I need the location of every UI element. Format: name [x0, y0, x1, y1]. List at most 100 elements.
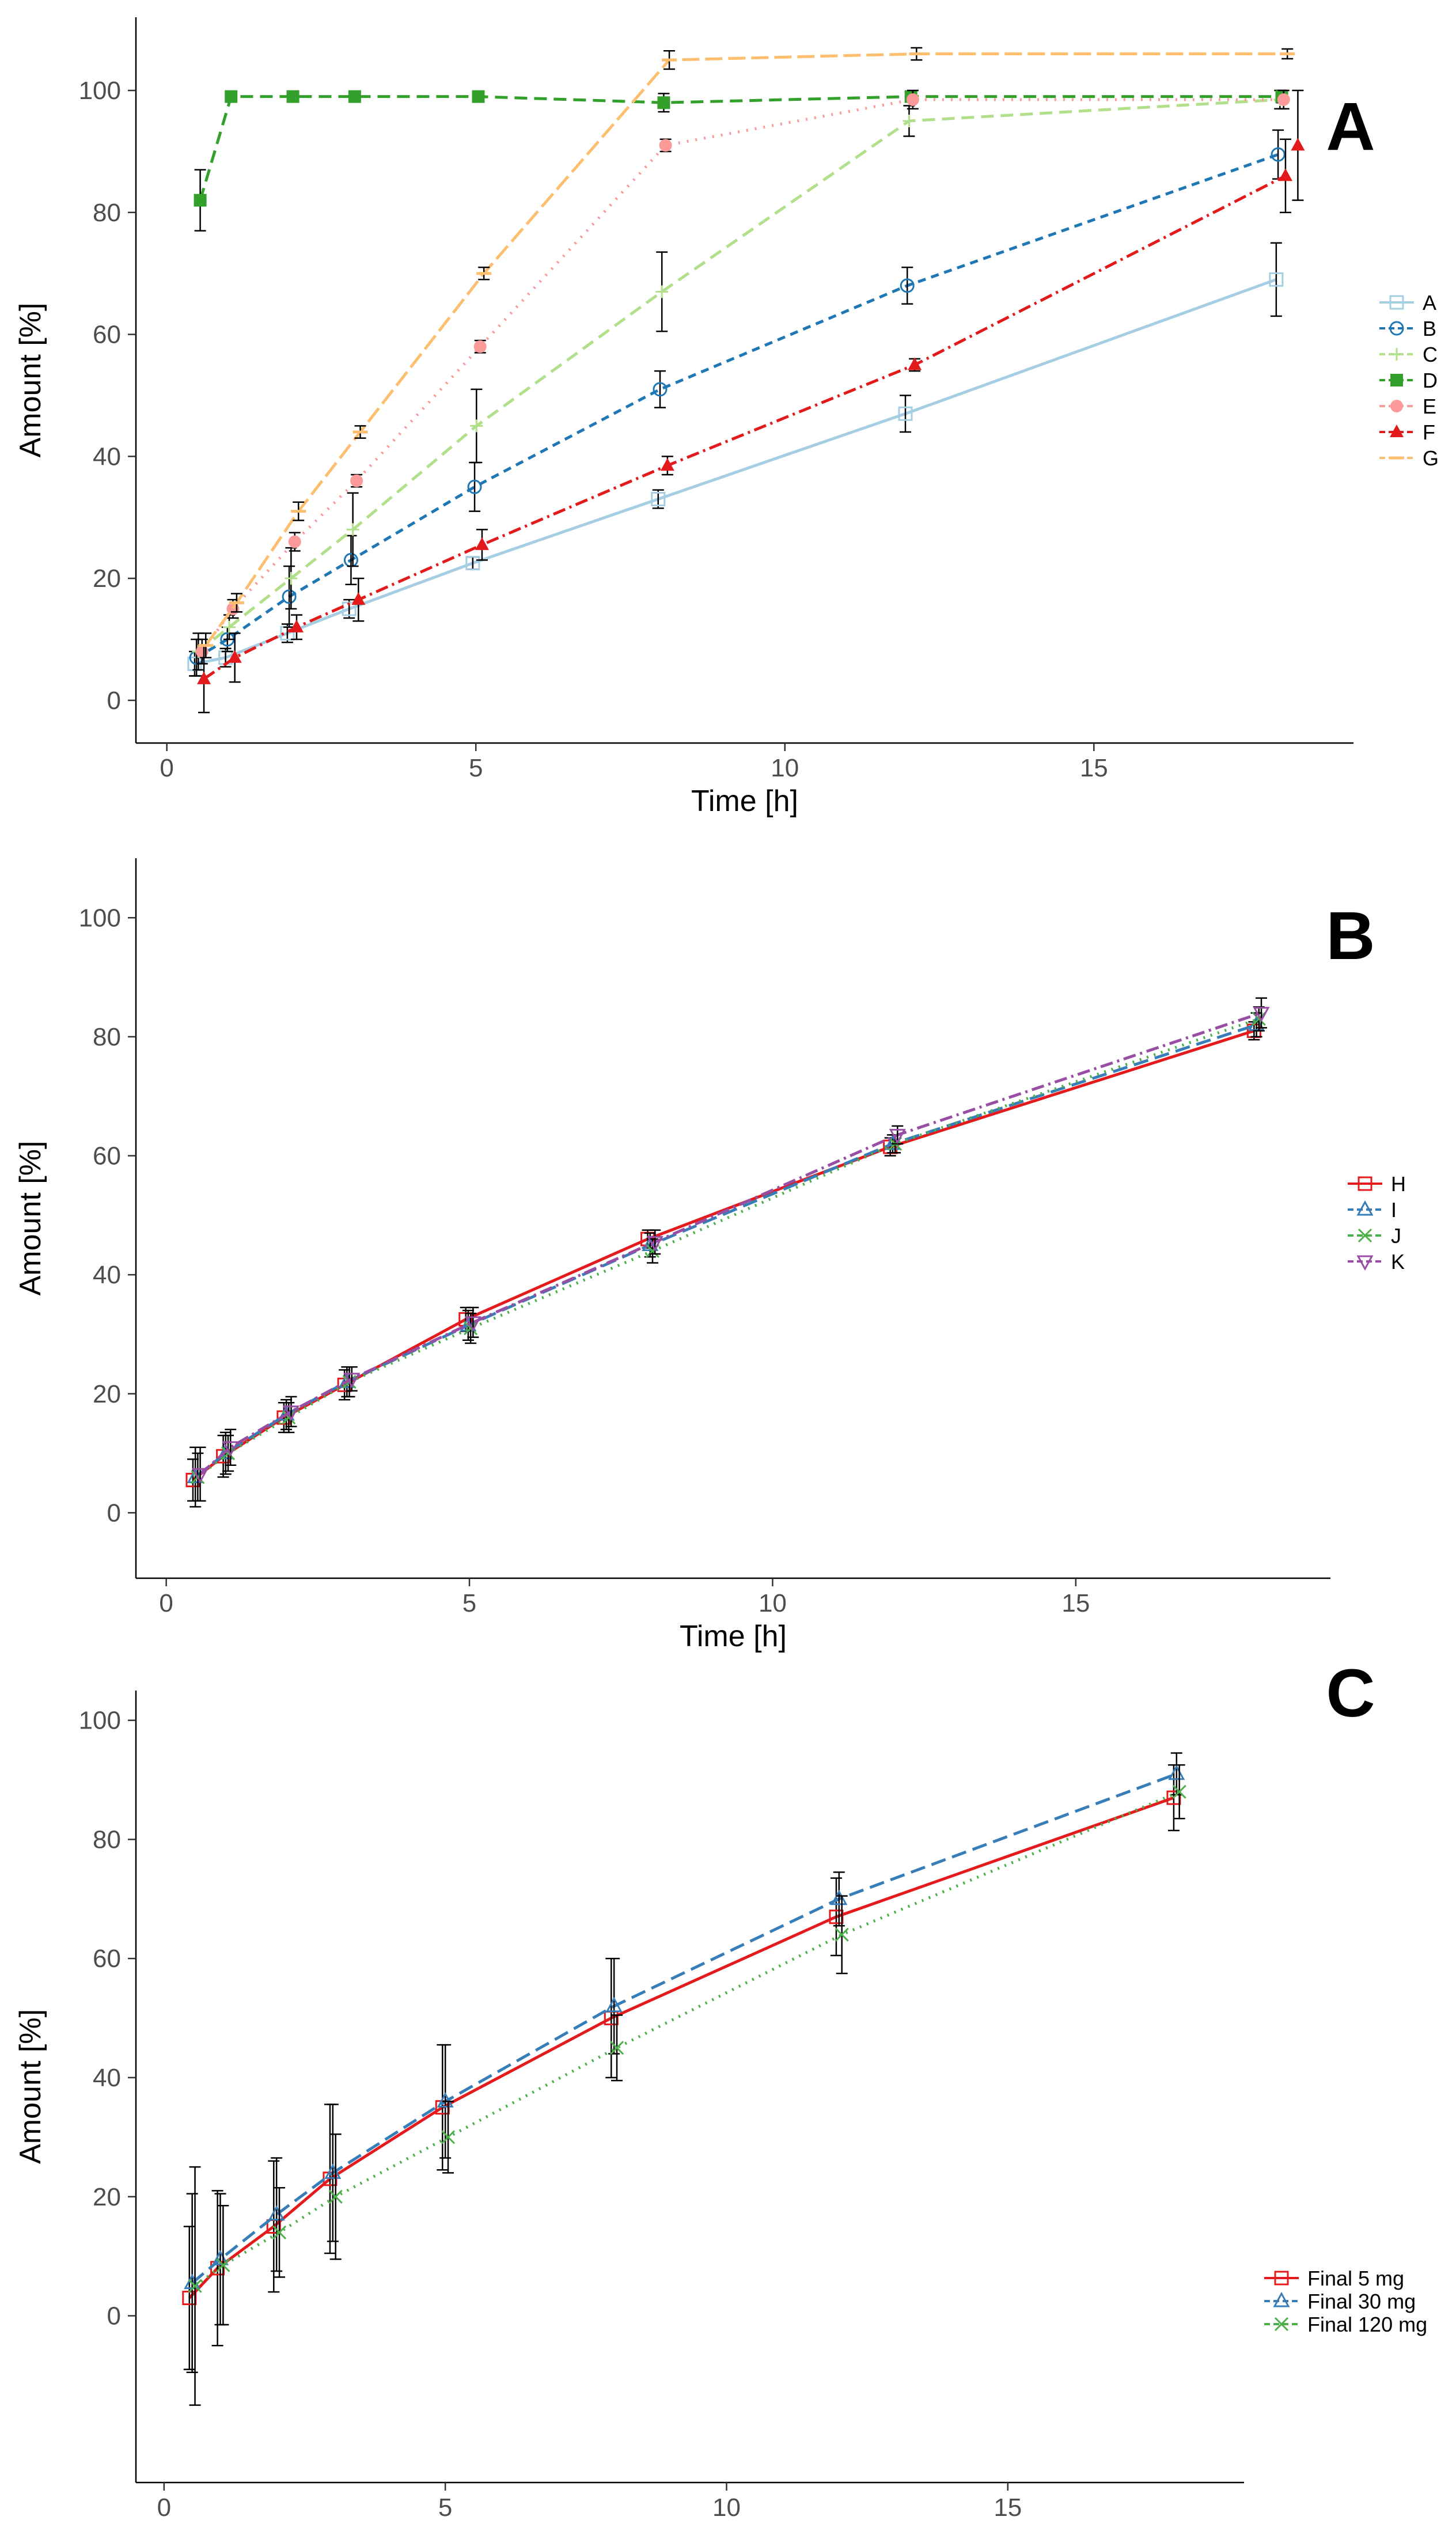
- error-bar: [654, 370, 666, 408]
- data-point: [465, 556, 480, 571]
- legend-item: Final 120 mg: [1264, 2313, 1427, 2336]
- panel-b-y-tick-label: 60: [93, 1142, 121, 1170]
- series-line: [199, 1011, 1262, 1476]
- panel-a-y-tick-label: 0: [107, 687, 121, 715]
- panel-b-x-tick-label: 10: [759, 1589, 787, 1617]
- error-bar: [194, 1446, 206, 1502]
- error-bar: [327, 2104, 339, 2242]
- panel-a-y-tick-label: 60: [93, 321, 121, 349]
- series-line: [195, 153, 1279, 659]
- data-point: [467, 479, 482, 494]
- data-point: [288, 535, 301, 548]
- data-point: [475, 537, 489, 550]
- legend-item: Final 30 mg: [1264, 2290, 1416, 2313]
- error-bar: [211, 2190, 223, 2347]
- panel-b-y-tick-label: 100: [79, 904, 121, 932]
- data-point: [188, 2279, 202, 2293]
- legend-marker: [1273, 2291, 1290, 2307]
- data-point: [216, 2258, 230, 2272]
- legend-marker: [1390, 400, 1403, 412]
- data-point: [221, 1446, 236, 1461]
- legend-item: H: [1348, 1172, 1406, 1196]
- legend-label: Final 120 mg: [1307, 2313, 1427, 2336]
- data-point: [659, 139, 672, 152]
- legend-marker: [1274, 2317, 1289, 2332]
- data-point: [328, 2189, 343, 2204]
- panel-label: A: [1326, 89, 1375, 165]
- data-point: [197, 671, 211, 684]
- data-point: [900, 278, 915, 293]
- legend-item: A: [1379, 291, 1436, 314]
- panel-c-x-tick-label: 15: [994, 2493, 1022, 2522]
- legend-label: C: [1423, 343, 1438, 366]
- series-line: [199, 95, 1282, 201]
- data-point: [653, 382, 668, 397]
- series-final-120-mg: [188, 1764, 1186, 2406]
- error-bar: [271, 2157, 283, 2272]
- data-point: [350, 474, 363, 487]
- data-point: [835, 1927, 849, 1942]
- panel-c-y-axis-title: Amount [%]: [14, 2009, 47, 2164]
- data-point: [286, 90, 299, 103]
- panel-b: 0 5 10 15 0 20 40 60 80 100 Time [h] Amount [%] B HIJ…: [14, 858, 1406, 1653]
- data-point: [227, 650, 242, 663]
- legend-label: D: [1423, 369, 1438, 392]
- data-point: [225, 90, 238, 103]
- legend-label: K: [1391, 1250, 1405, 1274]
- data-point: [1271, 147, 1286, 162]
- data-point: [889, 1128, 906, 1144]
- data-point: [195, 645, 208, 658]
- data-point: [222, 1441, 239, 1457]
- panel-c-x-tick-label: 0: [157, 2493, 171, 2522]
- data-point: [898, 406, 913, 421]
- legend-item: Final 5 mg: [1264, 2267, 1404, 2290]
- legend-marker: [1390, 348, 1403, 361]
- data-point: [351, 592, 366, 605]
- legend-item: D: [1379, 369, 1438, 392]
- panel-label: B: [1326, 898, 1375, 974]
- data-point: [290, 619, 304, 632]
- legend-item: J: [1348, 1224, 1401, 1248]
- legend-item: K: [1348, 1250, 1405, 1274]
- data-point: [282, 1411, 296, 1425]
- data-point: [472, 90, 485, 103]
- data-point: [272, 2225, 287, 2239]
- panel-c-y-tick-label: 100: [79, 1707, 121, 1735]
- panel-c-y-tick-label: 60: [93, 1945, 121, 1973]
- series-line: [191, 1772, 1177, 2284]
- data-point: [282, 1405, 300, 1421]
- panel-b-y-axis-title: Amount [%]: [14, 1141, 47, 1296]
- legend-label: Final 30 mg: [1307, 2290, 1416, 2313]
- data-point: [1269, 272, 1284, 287]
- data-point: [646, 1236, 663, 1252]
- legend-marker: [1389, 295, 1404, 310]
- data-point: [285, 572, 298, 585]
- panel-a-y-axis-title: Amount [%]: [14, 303, 47, 458]
- legend-label: J: [1391, 1224, 1401, 1248]
- series-g: [198, 47, 1295, 659]
- legend-label: Final 5 mg: [1307, 2267, 1404, 2290]
- legend-marker: [1389, 321, 1404, 336]
- legend-marker: [1356, 1200, 1374, 1216]
- error-bar: [900, 395, 912, 433]
- panel-b-x-tick-label: 0: [159, 1589, 173, 1617]
- panel-a-y-tick-label: 40: [93, 442, 121, 471]
- panel-a-y-tick-label: 20: [93, 564, 121, 593]
- panel-c-x-tick-label: 5: [438, 2493, 452, 2522]
- error-bar: [830, 1877, 842, 1957]
- data-point: [343, 1373, 361, 1389]
- legend-label: F: [1423, 420, 1435, 444]
- error-bar: [183, 2226, 195, 2370]
- panel-b-x-axis-title: Time [h]: [680, 1620, 787, 1653]
- series-line: [203, 175, 1287, 680]
- data-point: [348, 90, 361, 103]
- panel-c-y-tick-label: 40: [93, 2064, 121, 2092]
- series-line: [204, 52, 1288, 647]
